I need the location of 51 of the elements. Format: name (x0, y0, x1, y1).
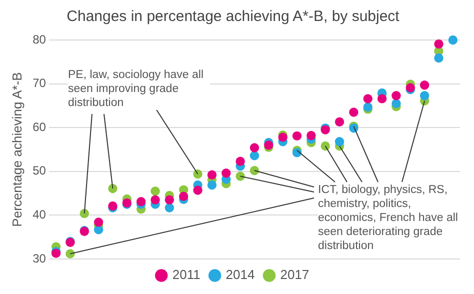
point (392, 98, 401, 108)
point (250, 151, 260, 160)
point (207, 170, 217, 180)
point (222, 168, 231, 178)
y-tick-label: 80 (32, 32, 46, 46)
point (334, 117, 344, 127)
point (363, 94, 372, 104)
y-axis-title: Percentage achieving A*-B (9, 72, 24, 227)
point (292, 131, 302, 141)
chart-title: Changes in percentage achieving A*-B, by subject (66, 8, 400, 26)
point (434, 53, 444, 63)
point (150, 186, 160, 196)
point (80, 208, 89, 218)
point (136, 197, 146, 206)
point (306, 130, 316, 140)
point (193, 186, 202, 195)
y-tick-label: 70 (32, 76, 46, 90)
legend-label: 2017 (280, 267, 310, 282)
point (164, 195, 174, 204)
point (334, 137, 344, 146)
point (434, 39, 444, 49)
point (150, 195, 160, 204)
y-tick-label: 40 (32, 208, 46, 222)
point (250, 166, 260, 176)
point (236, 172, 245, 181)
y-tick-label: 30 (32, 251, 46, 266)
point (193, 169, 202, 179)
annotation: ICT, biology, physics, RS, chemistry, politics, economics, French have all seen deteriorating grade distribution (318, 183, 470, 253)
point (363, 102, 372, 112)
point (448, 35, 458, 45)
point (420, 91, 430, 100)
point (94, 218, 104, 227)
point (377, 94, 387, 104)
y-tick-label: 50 (32, 164, 46, 178)
point (349, 108, 358, 117)
point (179, 192, 188, 201)
point (420, 80, 430, 90)
y-tick-label: 60 (32, 120, 46, 134)
point (236, 156, 245, 166)
point (292, 148, 302, 158)
point (392, 91, 401, 100)
point (278, 132, 288, 142)
point (320, 141, 330, 151)
point (108, 184, 118, 194)
legend-label: 2011 (172, 267, 200, 282)
legend-label: 2014 (226, 267, 255, 282)
point (66, 249, 75, 258)
point (164, 203, 174, 212)
point (207, 180, 217, 190)
annotation: PE, law, sociology have all seen improving grade distribution (68, 68, 210, 110)
point (250, 143, 260, 152)
